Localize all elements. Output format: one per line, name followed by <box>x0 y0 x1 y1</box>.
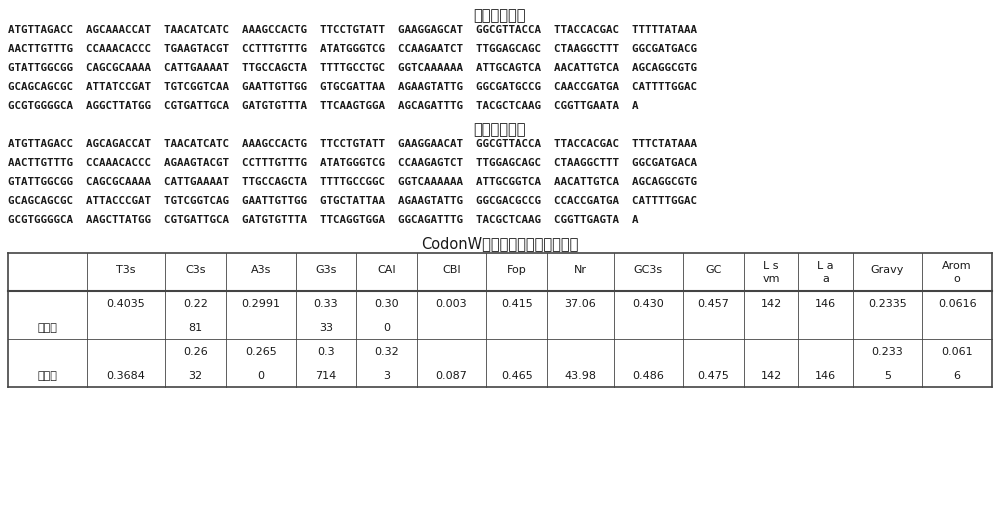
Text: 0.2335: 0.2335 <box>868 299 907 309</box>
Text: 0.087: 0.087 <box>436 371 467 381</box>
Text: 优化前的序列: 优化前的序列 <box>474 8 526 23</box>
Text: 5: 5 <box>884 371 891 381</box>
Text: C3s: C3s <box>185 265 206 275</box>
Text: G3s: G3s <box>315 265 337 275</box>
Text: 0.3684: 0.3684 <box>107 371 146 381</box>
Text: 146: 146 <box>815 299 836 309</box>
Text: o: o <box>954 274 961 284</box>
Text: 0.265: 0.265 <box>245 347 277 357</box>
Text: 81: 81 <box>189 323 203 333</box>
Text: T3s: T3s <box>116 265 136 275</box>
Text: 32: 32 <box>189 371 203 381</box>
Text: L s: L s <box>763 261 779 271</box>
Text: 146: 146 <box>815 371 836 381</box>
Text: A3s: A3s <box>251 265 271 275</box>
Text: AACTTGTTTG  CCAAACACCC  TGAAGTACGT  CCTTTGTTTG  ATATGGGTCG  CCAAGAATCT  TTGGAGCA: AACTTGTTTG CCAAACACCC TGAAGTACGT CCTTTGT… <box>8 44 697 54</box>
Text: 142: 142 <box>760 371 782 381</box>
Text: 0.4035: 0.4035 <box>107 299 145 309</box>
Text: 0.2991: 0.2991 <box>241 299 280 309</box>
Text: CodonW分析碱基结构的前后变化: CodonW分析碱基结构的前后变化 <box>421 236 579 251</box>
Text: 0.26: 0.26 <box>183 347 208 357</box>
Text: 优化后的序列: 优化后的序列 <box>474 122 526 137</box>
Text: 43.98: 43.98 <box>564 371 596 381</box>
Text: AACTTGTTTG  CCAAACACCC  AGAAGTACGT  CCTTTGTTTG  ATATGGGTCG  CCAAGAGTCT  TTGGAGCA: AACTTGTTTG CCAAACACCC AGAAGTACGT CCTTTGT… <box>8 158 697 168</box>
Text: 0.430: 0.430 <box>632 299 664 309</box>
Text: 6: 6 <box>954 371 961 381</box>
Text: L a: L a <box>817 261 834 271</box>
Text: Fop: Fop <box>507 265 527 275</box>
Text: CBI: CBI <box>442 265 461 275</box>
Text: 0.32: 0.32 <box>374 347 399 357</box>
Text: 优化前: 优化前 <box>37 323 57 333</box>
Text: 0.33: 0.33 <box>314 299 338 309</box>
Text: 0.475: 0.475 <box>698 371 729 381</box>
Text: 0.061: 0.061 <box>941 347 973 357</box>
Text: Gravy: Gravy <box>871 265 904 275</box>
Text: GCGTGGGGCA  AGGCTTATGG  CGTGATTGCA  GATGTGTTTA  TTCAAGTGGA  AGCAGATTTG  TACGCTCA: GCGTGGGGCA AGGCTTATGG CGTGATTGCA GATGTGT… <box>8 101 639 111</box>
Text: 0.22: 0.22 <box>183 299 208 309</box>
Text: 714: 714 <box>315 371 337 381</box>
Text: GC3s: GC3s <box>634 265 663 275</box>
Text: 0: 0 <box>383 323 390 333</box>
Text: 3: 3 <box>383 371 390 381</box>
Text: GCAGCAGCGC  ATTACCCGAT  TGTCGGTCAG  GAATTGTTGG  GTGCTATTAA  AGAAGTATTG  GGCGACGC: GCAGCAGCGC ATTACCCGAT TGTCGGTCAG GAATTGT… <box>8 196 697 206</box>
Text: 0.30: 0.30 <box>374 299 399 309</box>
Text: GTATTGGCGG  CAGCGCAAAA  CATTGAAAAT  TTGCCAGCTA  TTTTGCCGGC  GGTCAAAAAA  ATTGCGGT: GTATTGGCGG CAGCGCAAAA CATTGAAAAT TTGCCAG… <box>8 177 697 187</box>
Text: 37.06: 37.06 <box>564 299 596 309</box>
Text: 0.486: 0.486 <box>632 371 664 381</box>
Text: a: a <box>822 274 829 284</box>
Text: GC: GC <box>705 265 722 275</box>
Text: 0.0616: 0.0616 <box>938 299 976 309</box>
Text: 0: 0 <box>257 371 264 381</box>
Text: 0.003: 0.003 <box>436 299 467 309</box>
Text: 142: 142 <box>760 299 782 309</box>
Text: 0.233: 0.233 <box>872 347 903 357</box>
Text: 0.457: 0.457 <box>698 299 729 309</box>
Text: GTATTGGCGG  CAGCGCAAAA  CATTGAAAAT  TTGCCAGCTA  TTTTGCCTGC  GGTCAAAAAA  ATTGCAGT: GTATTGGCGG CAGCGCAAAA CATTGAAAAT TTGCCAG… <box>8 63 697 73</box>
Text: 0.465: 0.465 <box>501 371 533 381</box>
Text: 优化后: 优化后 <box>37 371 57 381</box>
Text: 33: 33 <box>319 323 333 333</box>
Text: GCGTGGGGCA  AAGCTTATGG  CGTGATTGCA  GATGTGTTTA  TTCAGGTGGA  GGCAGATTTG  TACGCTCA: GCGTGGGGCA AAGCTTATGG CGTGATTGCA GATGTGT… <box>8 215 639 225</box>
Text: GCAGCAGCGC  ATTATCCGAT  TGTCGGTCAA  GAATTGTTGG  GTGCGATTAA  AGAAGTATTG  GGCGATGC: GCAGCAGCGC ATTATCCGAT TGTCGGTCAA GAATTGT… <box>8 82 697 92</box>
Text: Arom: Arom <box>942 261 972 271</box>
Text: vm: vm <box>762 274 780 284</box>
Text: ATGTTAGACC  AGCAGACCAT  TAACATCATC  AAAGCCACTG  TTCCTGTATT  GAAGGAACAT  GGCGTTAC: ATGTTAGACC AGCAGACCAT TAACATCATC AAAGCCA… <box>8 139 697 149</box>
Text: CAI: CAI <box>377 265 396 275</box>
Text: ATGTTAGACC  AGCAAACCAT  TAACATCATC  AAAGCCACTG  TTCCTGTATT  GAAGGAGCAT  GGCGTTAC: ATGTTAGACC AGCAAACCAT TAACATCATC AAAGCCA… <box>8 25 697 35</box>
Text: 0.3: 0.3 <box>317 347 335 357</box>
Text: 0.415: 0.415 <box>501 299 533 309</box>
Text: Nr: Nr <box>574 265 587 275</box>
